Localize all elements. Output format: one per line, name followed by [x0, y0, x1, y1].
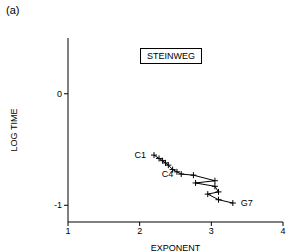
- svg-text:C4: C4: [162, 169, 174, 179]
- svg-text:-1: -1: [54, 200, 62, 210]
- svg-text:1: 1: [65, 226, 70, 236]
- svg-text:2: 2: [137, 226, 142, 236]
- svg-text:G7: G7: [241, 198, 253, 208]
- svg-text:4: 4: [280, 226, 285, 236]
- html-text:STEINWEG: STEINWEG: [147, 51, 195, 61]
- svg-text:3: 3: [209, 226, 214, 236]
- svg-text:LOG TIME: LOG TIME: [9, 109, 19, 152]
- html-text:(a): (a): [6, 4, 20, 16]
- svg-text:0: 0: [57, 89, 62, 99]
- svg-text:C1: C1: [134, 150, 146, 160]
- svg-text:EXPONENT: EXPONENT: [151, 243, 201, 251]
